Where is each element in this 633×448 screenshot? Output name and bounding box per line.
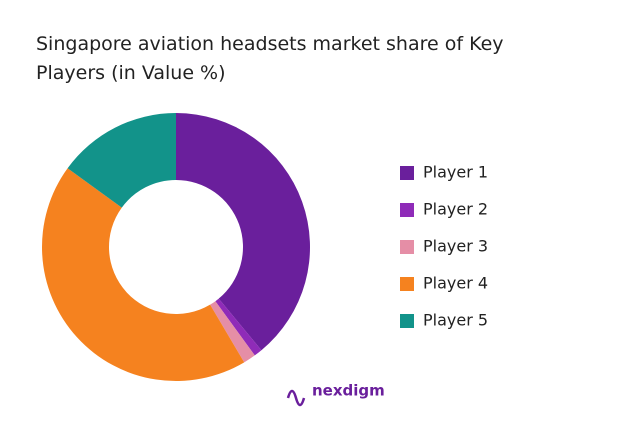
legend-label: Player 2: [423, 200, 488, 219]
legend-label: Player 1: [423, 163, 488, 182]
legend-label: Player 3: [423, 237, 488, 256]
donut-slice: [176, 113, 310, 351]
legend-swatch: [400, 166, 414, 180]
donut-slice: [215, 298, 262, 356]
legend-label: Player 5: [423, 311, 488, 330]
legend-label: Player 4: [423, 274, 488, 293]
chart-title: Singapore aviation headsets market share…: [36, 33, 504, 84]
legend-swatch: [400, 314, 414, 328]
legend-swatch: [400, 203, 414, 217]
legend-swatch: [400, 240, 414, 254]
donut-slice: [210, 301, 255, 363]
logo: nexdigm: [286, 382, 385, 407]
legend-swatch: [400, 277, 414, 291]
logo-icon: [286, 389, 306, 407]
donut-slice: [67, 113, 176, 208]
logo-text: nexdigm: [312, 382, 385, 400]
donut-slice: [41, 168, 245, 381]
